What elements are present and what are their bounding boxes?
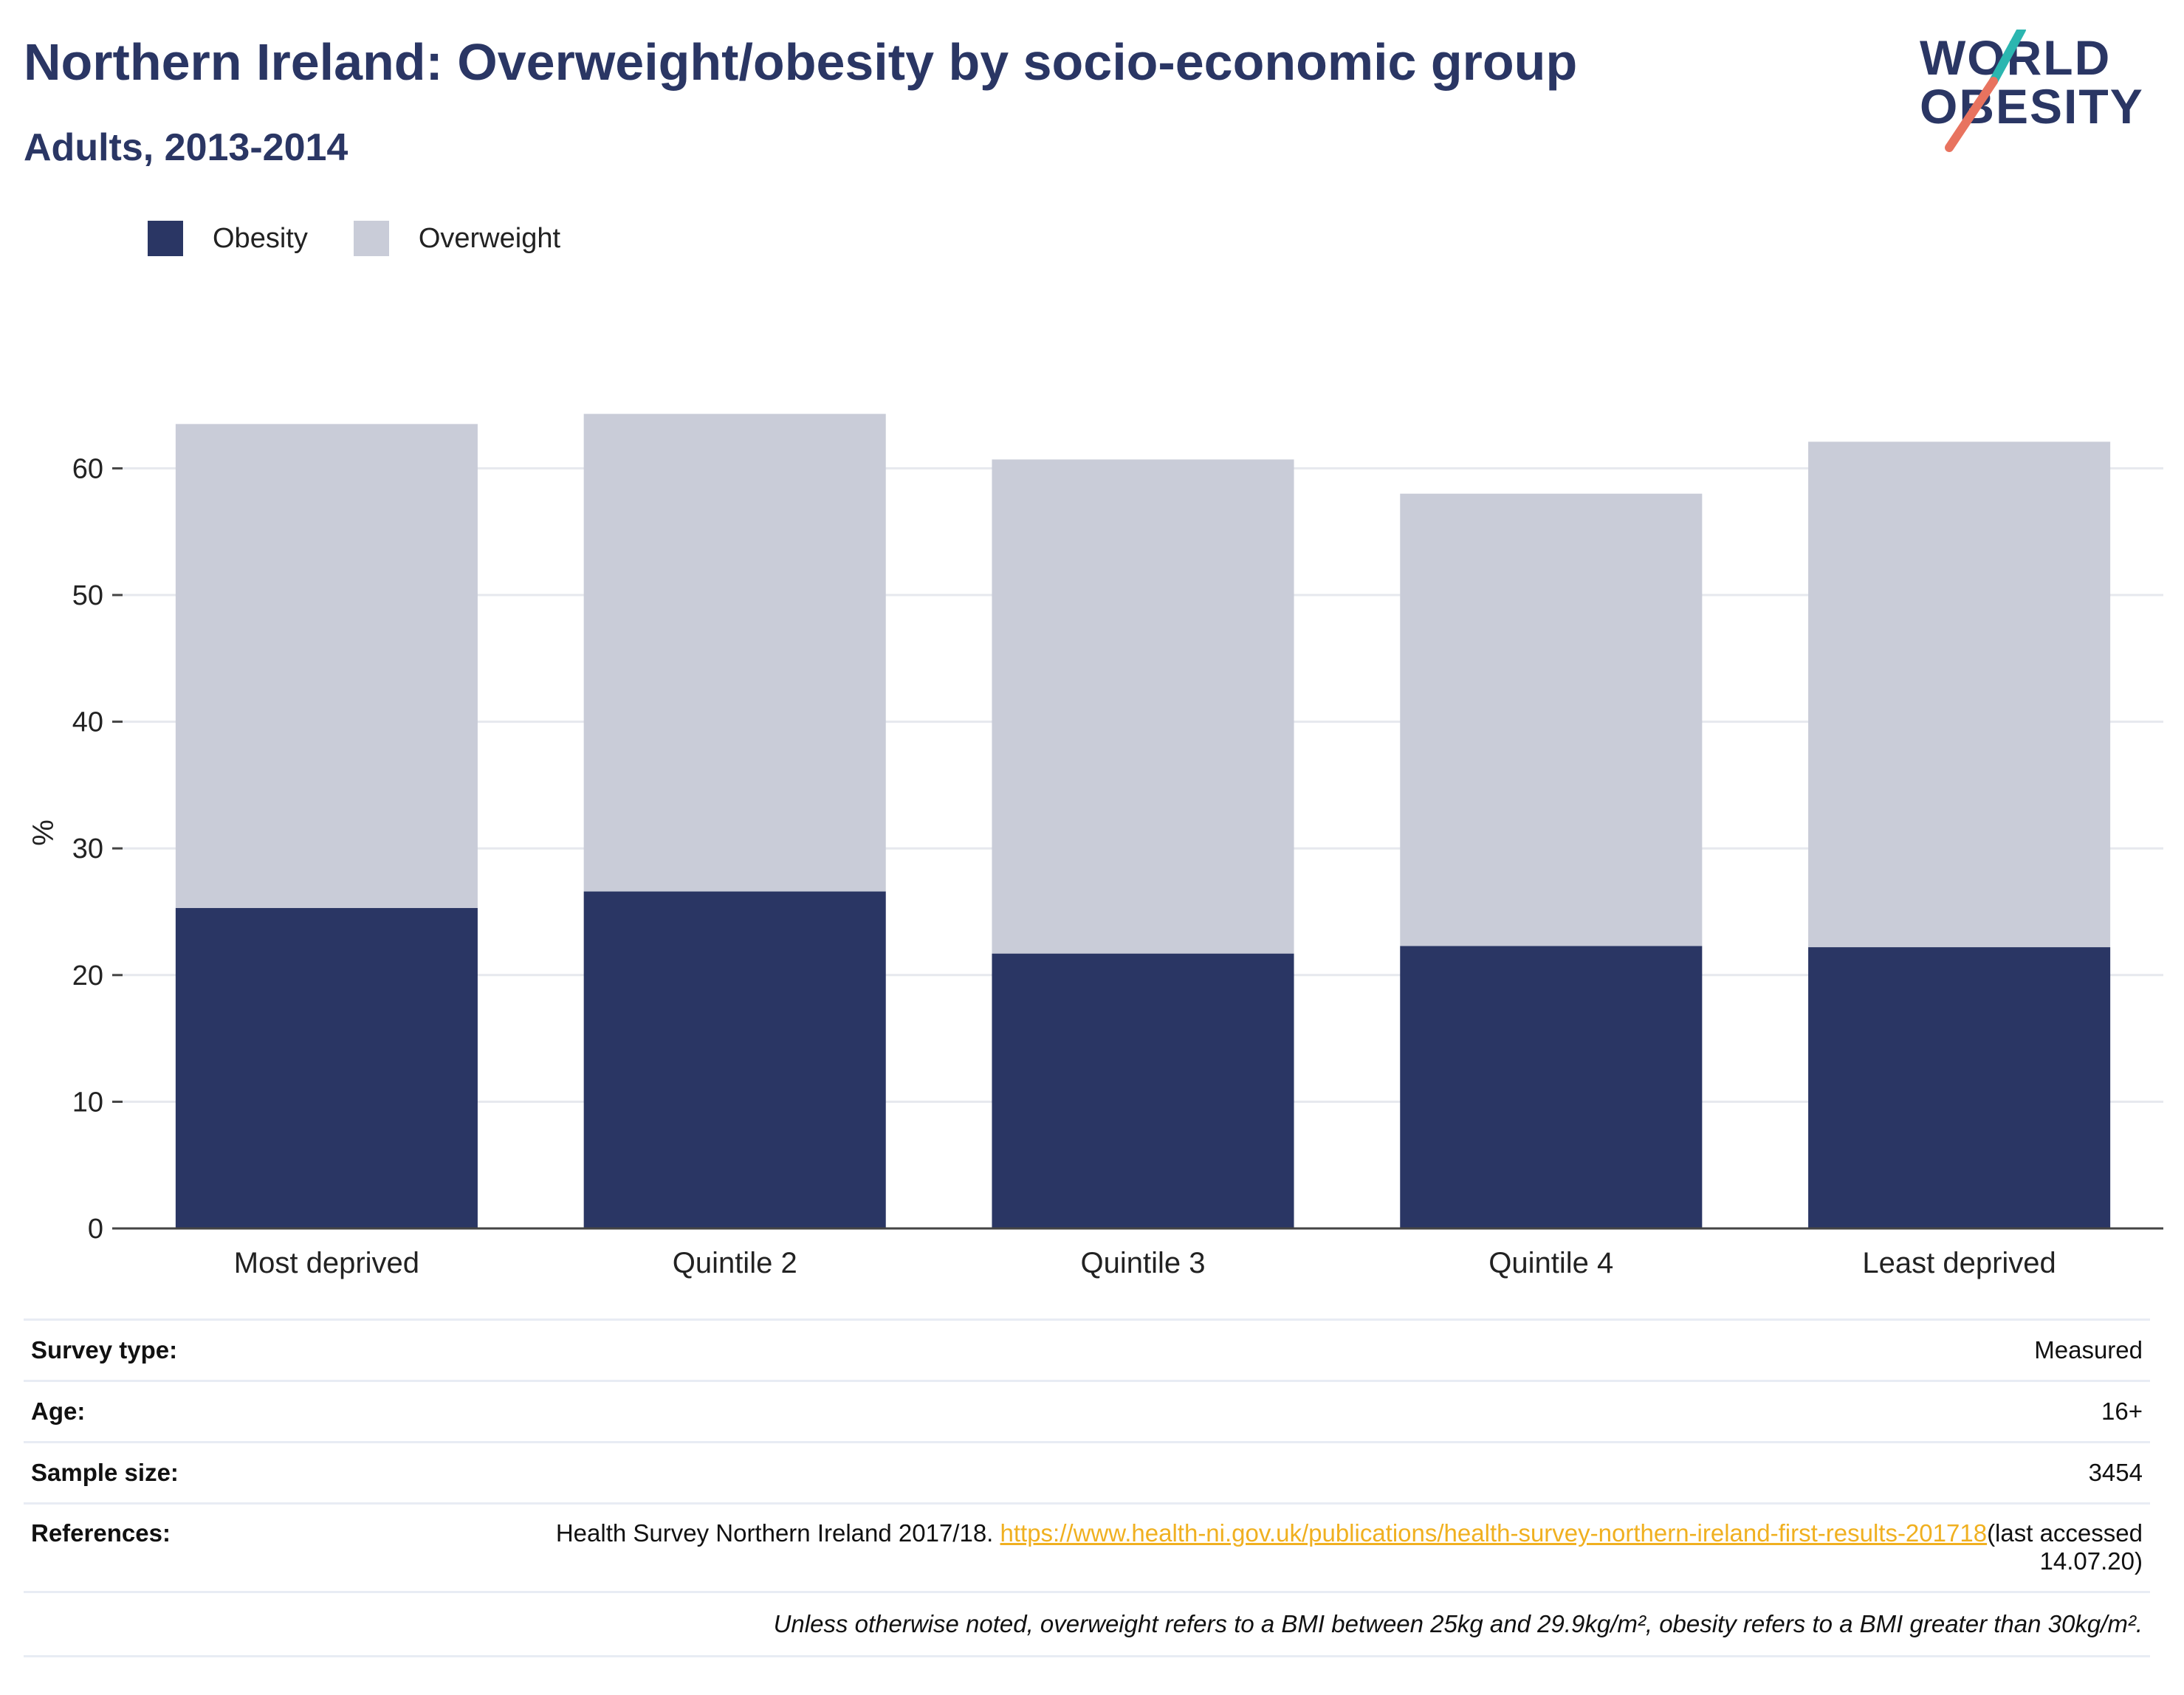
references-label: References: [31, 1519, 171, 1547]
info-table: Survey type: Measured Age: 16+ Sample si… [24, 1318, 2150, 1657]
info-row-note: Unless otherwise noted, overweight refer… [24, 1591, 2150, 1657]
legend-label-overweight: Overweight [418, 222, 561, 254]
y-tick-label: 50 [72, 580, 103, 611]
logo-slash-icon [1945, 30, 2026, 152]
legend-label-obesity: Obesity [213, 222, 308, 254]
y-tick-label: 30 [72, 833, 103, 864]
y-tick-label: 0 [88, 1214, 103, 1245]
info-row-age: Age: 16+ [24, 1380, 2150, 1441]
survey-type-value: Measured [2034, 1336, 2143, 1364]
y-tick-label: 60 [72, 453, 103, 484]
bar-obesity [583, 891, 886, 1228]
y-tick-label: 10 [72, 1087, 103, 1118]
x-tick-label: Quintile 3 [1081, 1247, 1206, 1279]
bar-obesity [1400, 946, 1703, 1228]
chart-legend: Obesity Overweight [148, 220, 606, 257]
info-row-survey-type: Survey type: Measured [24, 1318, 2150, 1380]
references-value: Health Survey Northern Ireland 2017/18. … [555, 1519, 2143, 1575]
info-row-sample-size: Sample size: 3454 [24, 1441, 2150, 1502]
logo-line-2: OBESITY [1920, 79, 2144, 134]
y-tick-label: 20 [72, 960, 103, 991]
sample-size-label: Sample size: [31, 1459, 179, 1486]
info-row-references: References: Health Survey Northern Irela… [24, 1502, 2150, 1591]
age-label: Age: [31, 1397, 86, 1425]
bar-chart: 0 10 20 30 40 50 60% Most deprived Quintile 2 Qui… [27, 413, 2163, 1279]
world-obesity-logo: WORLD OBESITY [1920, 30, 2171, 162]
age-value: 16+ [2101, 1397, 2143, 1425]
bmi-definition-note: Unless otherwise noted, overweight refer… [773, 1610, 2143, 1637]
bar-overweight [1400, 493, 1703, 946]
legend-item-overweight[interactable]: Overweight [353, 221, 561, 256]
x-tick-label: Quintile 2 [673, 1247, 797, 1279]
bar-overweight [175, 424, 478, 908]
chart-subtitle: Adults, 2013-2014 [24, 126, 348, 169]
survey-type-label: Survey type: [31, 1336, 178, 1364]
bar-obesity [175, 907, 478, 1228]
references-link[interactable]: https://www.health-ni.gov.uk/publication… [1000, 1519, 1988, 1547]
legend-swatch-overweight [353, 221, 389, 256]
legend-item-obesity[interactable]: Obesity [148, 221, 308, 256]
bar-overweight [992, 459, 1294, 954]
x-tick-label: Quintile 4 [1488, 1247, 1613, 1279]
references-text: Health Survey Northern Ireland 2017/18. [555, 1519, 1000, 1547]
y-axis-label: % [27, 819, 60, 846]
bar-obesity [992, 953, 1294, 1228]
chart-title: Northern Ireland: Overweight/obesity by … [24, 33, 1578, 91]
x-tick-label: Most deprived [234, 1247, 419, 1279]
bar-overweight [1808, 441, 2111, 948]
y-tick-label: 40 [72, 707, 103, 738]
references-suffix: (last accessed 14.07.20) [1987, 1519, 2143, 1575]
bar-overweight [583, 413, 886, 892]
x-tick-label: Least deprived [1862, 1247, 2056, 1279]
sample-size-value: 3454 [2088, 1459, 2143, 1486]
bar-obesity [1808, 947, 2111, 1228]
legend-swatch-obesity [148, 221, 183, 256]
